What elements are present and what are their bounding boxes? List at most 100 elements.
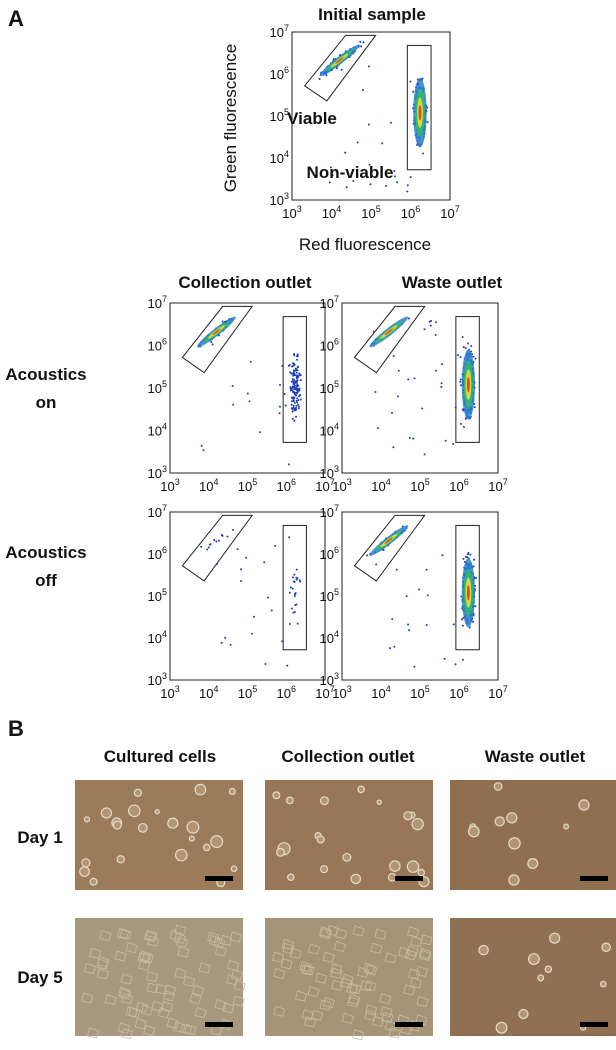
cell xyxy=(229,931,242,943)
event-dot xyxy=(429,324,432,327)
tick-label: 105 xyxy=(270,107,289,124)
tick-base: 10 xyxy=(238,686,252,701)
cell xyxy=(141,952,154,964)
event-dot xyxy=(278,412,281,415)
event-dot xyxy=(426,594,429,597)
event-dot xyxy=(470,344,473,347)
event-dot xyxy=(281,364,284,367)
cell xyxy=(194,1006,207,1018)
tick-base: 10 xyxy=(277,479,291,494)
event-dot xyxy=(372,330,375,333)
cell xyxy=(154,809,160,815)
event-dot xyxy=(462,346,465,349)
event-dot xyxy=(407,623,410,626)
cell xyxy=(364,980,377,992)
tick-label: 105 xyxy=(320,587,339,604)
event-dot xyxy=(393,645,396,648)
tick-base: 10 xyxy=(148,339,162,354)
cell xyxy=(273,1005,286,1017)
tick-exponent: 7 xyxy=(334,503,339,513)
cell xyxy=(189,993,202,1005)
event-dot xyxy=(385,184,388,187)
event-dot xyxy=(296,355,299,358)
event-dot xyxy=(288,591,291,594)
density xyxy=(418,105,422,121)
event-dot xyxy=(340,68,343,71)
viable-gate xyxy=(181,514,254,582)
gate-label: Viable xyxy=(287,109,337,128)
event-dot xyxy=(332,58,335,61)
tick-exponent: 6 xyxy=(162,337,167,347)
event-dot xyxy=(298,372,301,375)
event-dot xyxy=(289,385,292,388)
tick-label: 104 xyxy=(371,477,390,494)
event-dot xyxy=(293,595,296,598)
cell xyxy=(228,787,236,796)
tick-label: 107 xyxy=(315,684,334,701)
event-dot xyxy=(299,379,302,382)
event-dot xyxy=(464,417,467,420)
tick-exponent: 3 xyxy=(334,671,339,681)
cell xyxy=(167,817,179,829)
cell xyxy=(232,995,245,1007)
cell xyxy=(226,974,239,986)
event-dot xyxy=(396,395,399,398)
cell xyxy=(549,932,561,944)
tick-base: 10 xyxy=(332,479,346,494)
tick-exponent: 3 xyxy=(347,684,352,694)
cell xyxy=(342,852,352,862)
cell xyxy=(116,855,125,864)
cell xyxy=(83,816,91,823)
tick-exponent: 5 xyxy=(162,587,167,597)
event-dot xyxy=(425,623,428,626)
event-dot xyxy=(281,640,284,643)
cell xyxy=(173,932,186,944)
tick-label: 106 xyxy=(449,477,468,494)
gate-label: Non-viable xyxy=(307,163,394,182)
event-dot xyxy=(288,536,291,539)
cell xyxy=(319,796,329,806)
viable-gate xyxy=(181,305,254,374)
cell xyxy=(308,943,321,955)
tick-exponent: 7 xyxy=(455,204,460,214)
plot-frame xyxy=(341,302,499,474)
tick-label: 103 xyxy=(148,671,167,688)
cell xyxy=(315,972,328,984)
event-dot xyxy=(298,395,301,398)
density xyxy=(466,376,470,393)
cell xyxy=(384,1020,397,1032)
tick-base: 10 xyxy=(320,673,334,688)
tick-exponent: 4 xyxy=(386,684,391,694)
cell xyxy=(175,936,188,948)
event-dot xyxy=(418,588,421,591)
event-dot xyxy=(232,403,235,406)
tick-label: 103 xyxy=(160,477,179,494)
cell xyxy=(403,811,413,821)
viable-gate xyxy=(353,305,426,374)
event-dot xyxy=(440,382,443,385)
cell xyxy=(154,983,167,995)
event-dot xyxy=(293,580,296,583)
event-dot xyxy=(200,444,203,447)
event-dot xyxy=(207,546,210,549)
tick-base: 10 xyxy=(199,479,213,494)
cell xyxy=(139,950,152,962)
tick-label: 103 xyxy=(320,464,339,481)
cell xyxy=(273,967,286,979)
cell xyxy=(370,942,383,954)
column-title: Waste outlet xyxy=(402,273,503,292)
event-dot xyxy=(440,386,443,389)
tick-label: 105 xyxy=(148,379,167,396)
event-dot xyxy=(459,378,462,381)
tick-label: 103 xyxy=(332,684,351,701)
cell xyxy=(180,1023,193,1035)
scale-bar xyxy=(580,1022,608,1027)
event-dot xyxy=(408,629,411,632)
viable-gate xyxy=(303,34,377,102)
event-dot xyxy=(362,41,365,44)
column-title: Collection outlet xyxy=(281,747,415,766)
cell xyxy=(419,949,432,961)
tick-label: 105 xyxy=(238,684,257,701)
cell-cloud xyxy=(318,40,365,80)
tick-label: 103 xyxy=(332,477,351,494)
